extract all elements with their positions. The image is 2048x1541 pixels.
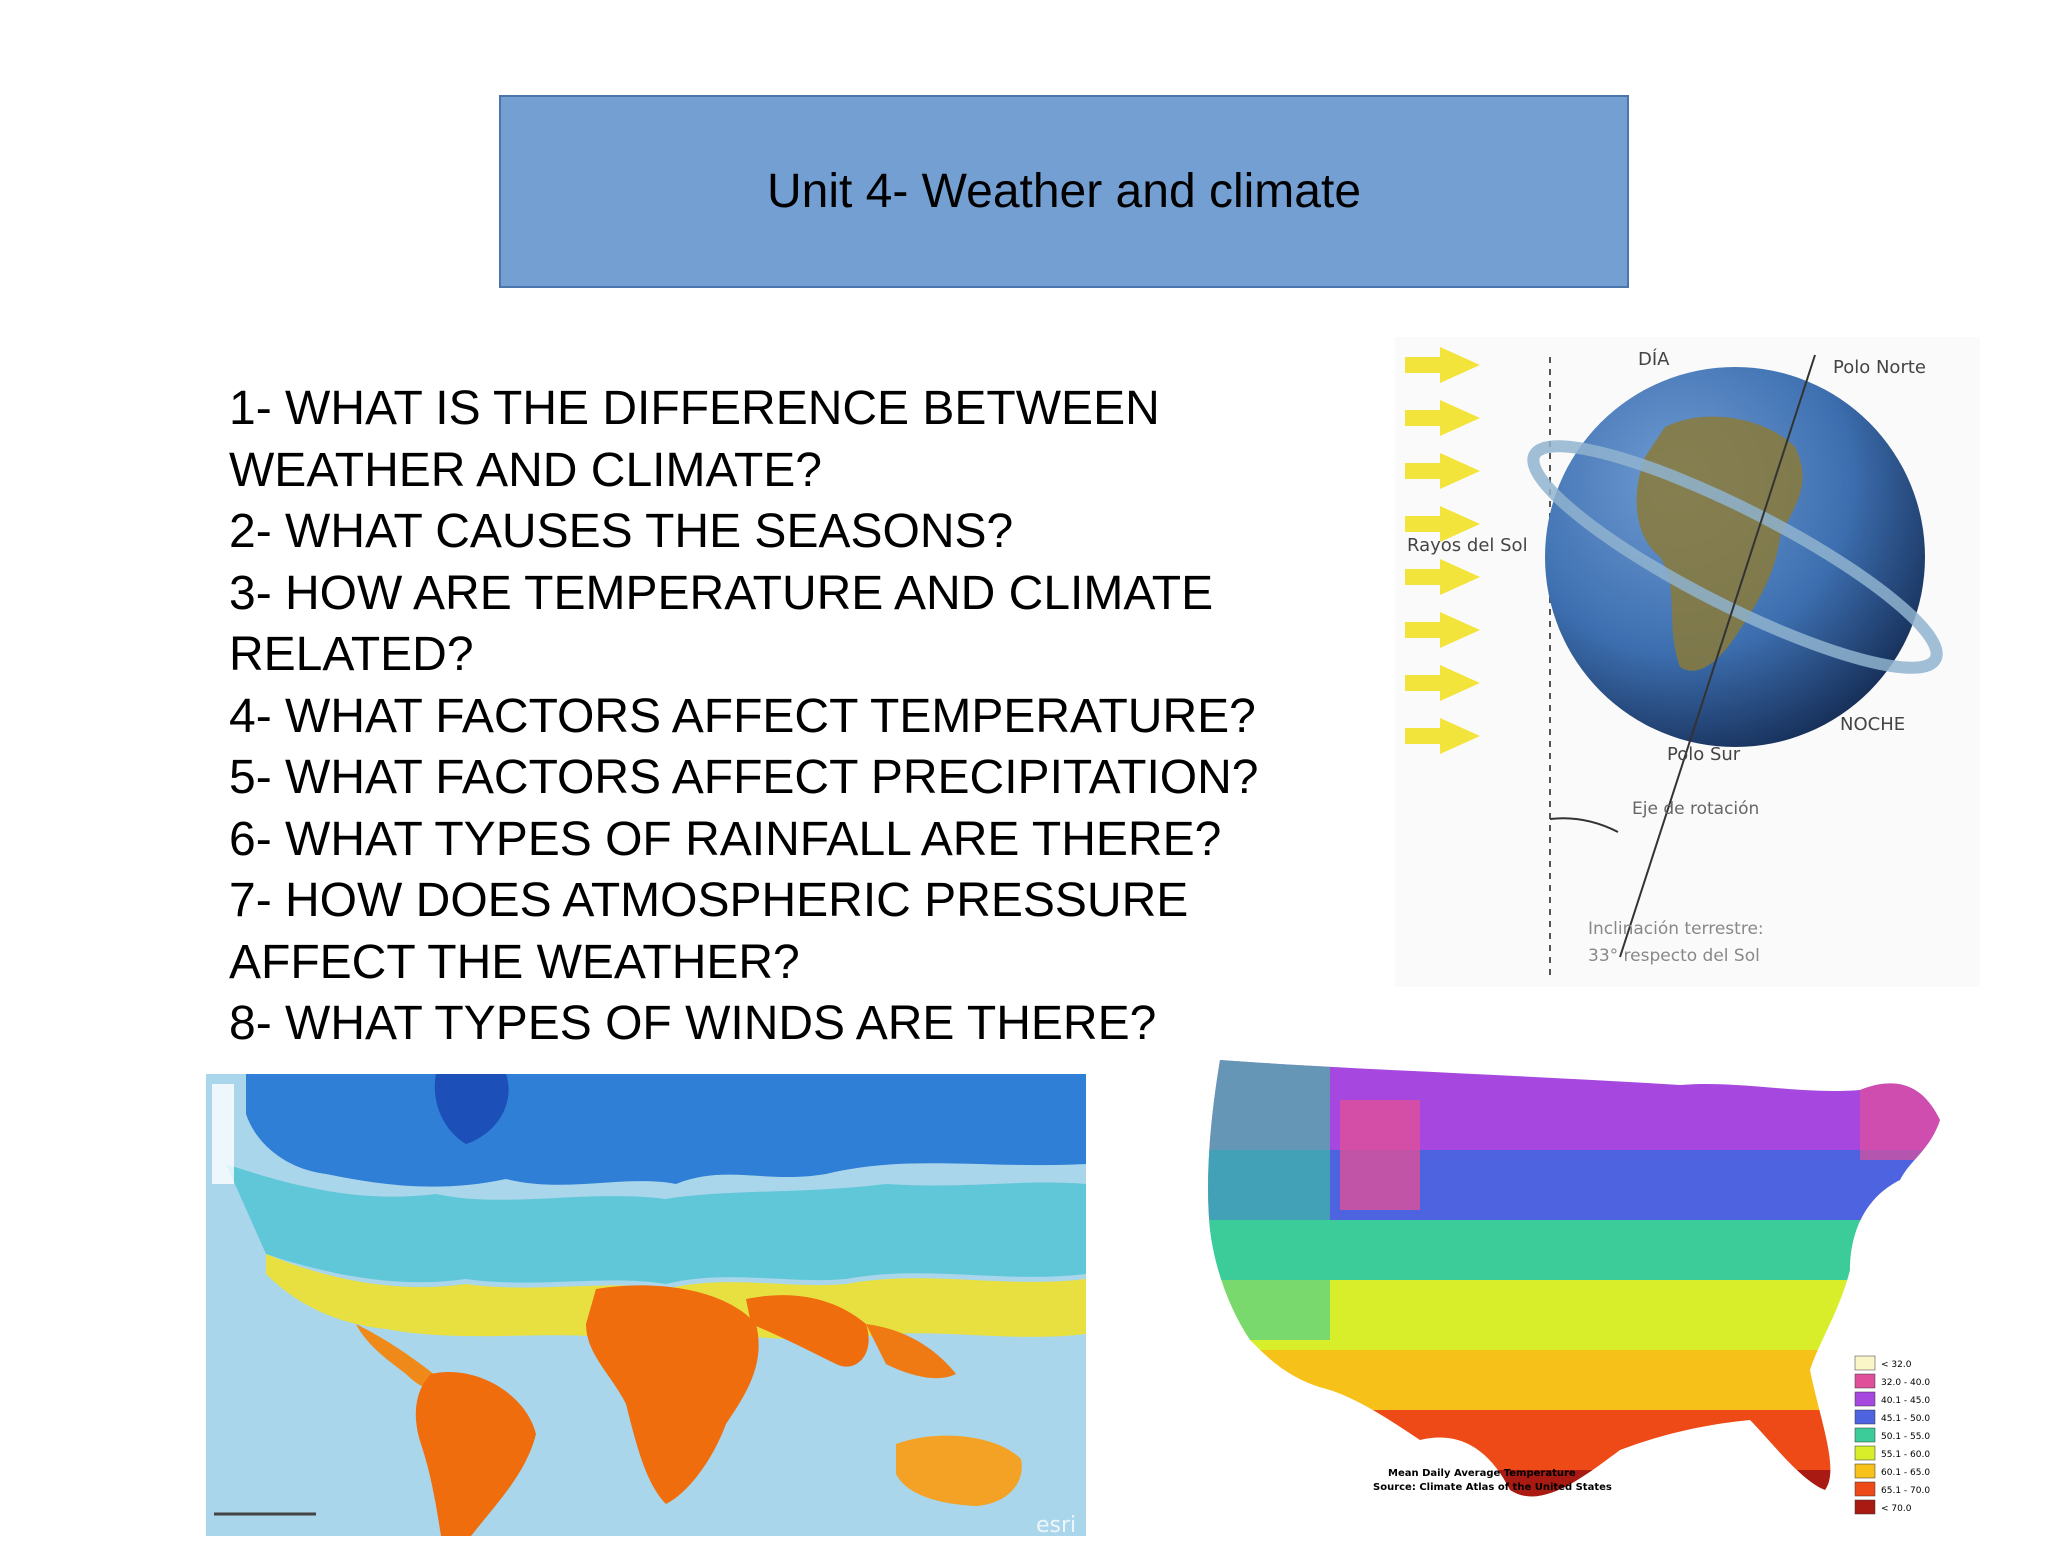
us-map-bands (1208, 1060, 1941, 1497)
legend-swatch (1854, 1463, 1876, 1479)
arrow-icon (1405, 347, 1480, 383)
label-polo-sur: Polo Sur (1667, 744, 1741, 765)
question-line: 8- WHAT TYPES OF WINDS ARE THERE? (229, 997, 1157, 1050)
central-america (356, 1324, 446, 1390)
arrow-icon (1405, 506, 1480, 542)
legend-label: 60.1 - 65.0 (1881, 1468, 1930, 1478)
greenland (434, 1074, 509, 1144)
question-line: 5- WHAT FACTORS AFFECT PRECIPITATION? (229, 751, 1259, 804)
legend-label: < 32.0 (1881, 1360, 1912, 1370)
question-line: 2- WHAT CAUSES THE SEASONS? (229, 505, 1014, 558)
question-line: 6- WHAT TYPES OF RAINFALL ARE THERE? (229, 812, 1222, 866)
question-line: 4- WHAT FACTORS AFFECT TEMPERATURE? (229, 689, 1256, 743)
orbit-ring (1527, 440, 1943, 674)
esri-attribution: esri (1036, 1513, 1076, 1536)
slide-title: Unit 4- Weather and climate (766, 165, 1362, 218)
arrow-icon (1405, 612, 1480, 648)
legend-swatch (1854, 1391, 1876, 1407)
legend-label: 45.1 - 50.0 (1881, 1414, 1930, 1424)
map-zoom-controls[interactable] (212, 1084, 234, 1184)
legend-swatch (1854, 1481, 1876, 1497)
world-temperature-map: esri (206, 1074, 1086, 1536)
label-rayos-del-sol: Rayos del Sol (1407, 535, 1528, 556)
legend-label: 40.1 - 45.0 (1881, 1396, 1930, 1406)
question-line: WEATHER AND CLIMATE? (229, 443, 822, 497)
label-polo-norte: Polo Norte (1833, 357, 1926, 378)
label-eje-de-rotacion: Eje de rotación (1632, 799, 1759, 819)
label-noche: NOCHE (1840, 714, 1905, 735)
label-inclinacion-2: 33° respecto del Sol (1588, 946, 1760, 966)
legend-label: 50.1 - 55.0 (1881, 1432, 1930, 1442)
legend-label: 65.1 - 70.0 (1881, 1486, 1930, 1496)
rotation-axis (1619, 354, 1816, 958)
question-line: 3- HOW ARE TEMPERATURE AND CLIMATE (229, 566, 1214, 620)
australia (896, 1435, 1022, 1506)
us-map-caption-source: Source: Climate Atlas of the United Stat… (1373, 1482, 1612, 1493)
legend-label: 55.1 - 60.0 (1881, 1450, 1930, 1460)
world-map-svg: esri (206, 1074, 1086, 1536)
question-line: AFFECT THE WEATHER? (229, 935, 800, 989)
question-line: RELATED? (229, 628, 474, 681)
label-dia: DÍA (1638, 348, 1670, 370)
southeast-asia (866, 1324, 956, 1379)
legend-swatch (1854, 1499, 1876, 1515)
legend-swatch (1854, 1409, 1876, 1425)
question-line: 1- WHAT IS THE DIFFERENCE BETWEEN (229, 382, 1160, 435)
arrow-icon (1405, 559, 1480, 595)
arrow-icon (1405, 665, 1480, 701)
south-america (415, 1372, 536, 1536)
question-list: 1- WHAT IS THE DIFFERENCE BETWEEN WEATHE… (229, 378, 1379, 1055)
arrow-icon (1405, 718, 1480, 754)
arrow-icon (1405, 400, 1480, 436)
legend-label: 32.0 - 40.0 (1881, 1378, 1930, 1388)
legend-label: < 70.0 (1881, 1504, 1912, 1514)
seasons-diagram-svg: DÍA Polo Norte Rayos del Sol NOCHE Polo … (1405, 347, 1943, 977)
legend-swatch (1854, 1373, 1876, 1389)
arrow-icon (1405, 453, 1480, 489)
question-line: 7- HOW DOES ATMOSPHERIC PRESSURE (229, 874, 1189, 927)
us-map-legend: < 32.0 32.0 - 40.0 40.1 - 45.0 45.1 - 50.0 5… (1854, 1355, 1930, 1515)
seasons-diagram: DÍA Polo Norte Rayos del Sol NOCHE Polo … (1395, 337, 1980, 987)
tilt-angle-arc (1549, 817, 1619, 833)
sun-rays-arrows (1405, 347, 1480, 754)
legend-swatch (1854, 1445, 1876, 1461)
us-temperature-map: Mean Daily Average Temperature Source: C… (1160, 1040, 1960, 1536)
label-inclinacion-1: Inclinación terrestre: (1588, 919, 1764, 939)
africa (586, 1285, 759, 1504)
us-map-svg: Mean Daily Average Temperature Source: C… (1208, 1060, 1941, 1515)
south-asia (746, 1295, 869, 1367)
map-zone-cool (226, 1164, 1086, 1284)
title-box: Unit 4- Weather and climate (499, 95, 1629, 288)
us-map-caption-title: Mean Daily Average Temperature (1388, 1468, 1576, 1479)
legend-swatch (1854, 1427, 1876, 1443)
legend-swatch (1854, 1355, 1876, 1371)
